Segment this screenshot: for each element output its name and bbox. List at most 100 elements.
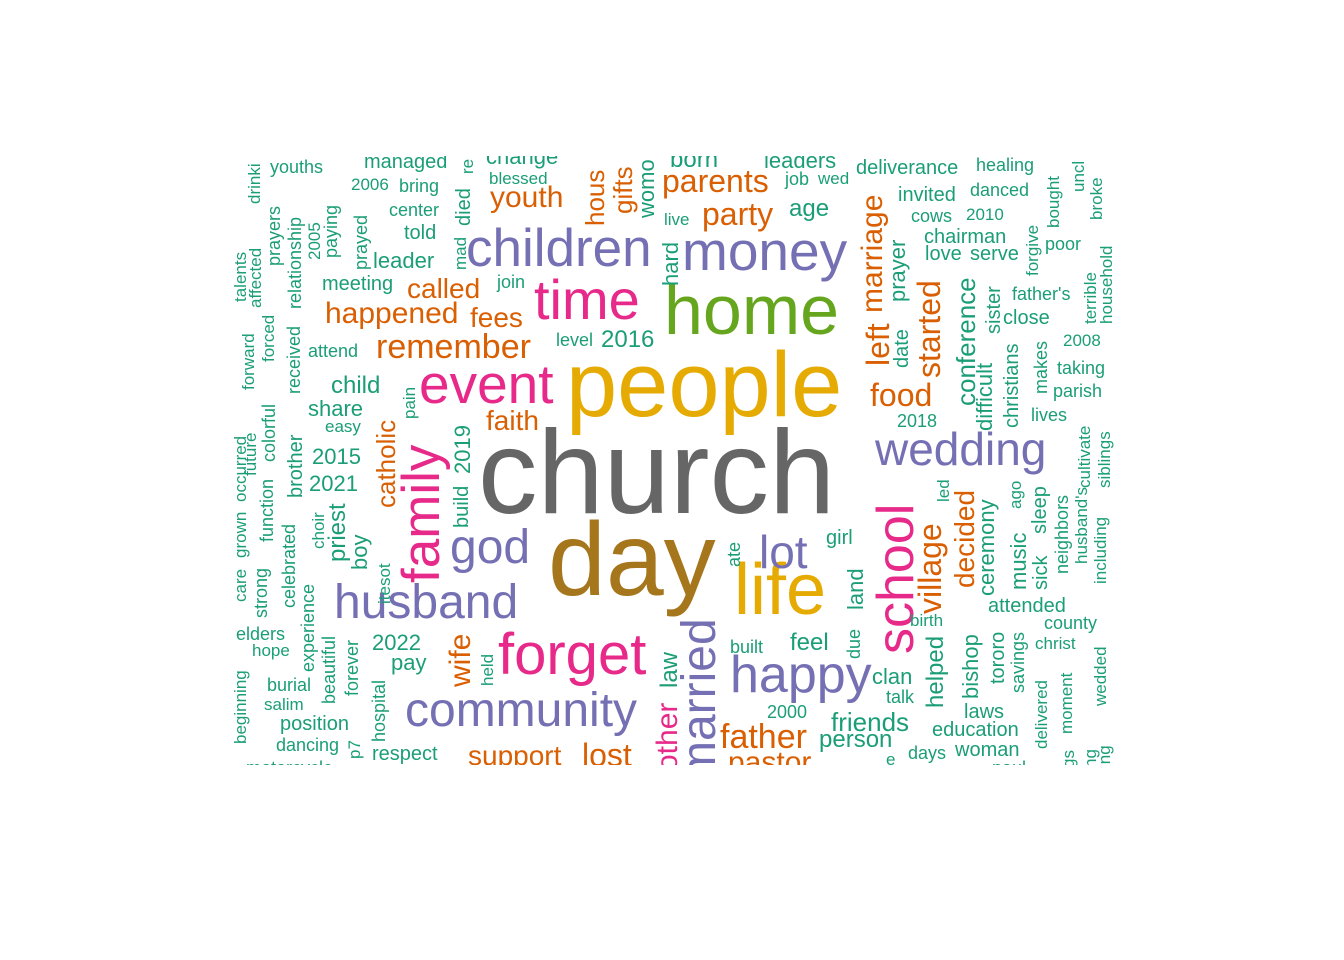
word-invited: invited [898,184,956,206]
word-remember: remember [376,328,531,366]
word-neighbors: neighbors [1052,494,1072,574]
word-village: village [912,523,948,614]
word-died: died [453,188,475,226]
word-lives: lives [1031,405,1068,425]
word-experience: experience [298,583,318,672]
word-grown: grown [231,511,250,558]
word-colorful: colorful [259,403,279,462]
word-broke: broke [1087,177,1106,220]
word-mother: mother [651,702,684,765]
word-born: born [670,156,719,173]
word-mad: mad [451,236,470,270]
word-re: re [458,158,477,174]
word-p7: p7 [345,740,364,759]
word-party: party [702,196,774,232]
word-wed: wed [818,169,850,188]
word-change: change [486,156,559,169]
word-left: left [860,323,896,366]
word-build: build [451,485,473,528]
word-support: support [468,740,562,766]
word-law: law [656,651,683,688]
word-home: home [664,271,840,349]
word-laws: laws [964,701,1005,723]
word-wife: wife [444,633,477,687]
word-moment: moment [1057,672,1076,734]
word-catholic: catholic [371,419,401,508]
word-lost: lost [582,737,632,765]
word-close: close [1003,307,1050,329]
word-cloud: church day people life home time childre… [230,156,1120,765]
word-wedding: wedding [875,423,1047,475]
word-celebrated: celebrated [279,523,299,608]
word-hospital: hospital [369,679,389,742]
word-2000: 2000 [767,702,808,722]
word-2019: 2019 [450,425,475,474]
word-savings: savings [1008,631,1028,693]
word-e: e [886,750,896,765]
word-ing: ing [1095,745,1114,765]
word-bishop: bishop [958,634,983,699]
word-strong: strong [251,567,271,618]
word-salim: salim [264,695,304,714]
word-told: told [404,222,437,244]
word-cultivate: cultivate [1075,425,1094,488]
word-dancing: dancing [276,735,340,755]
word-husband: husband [334,576,519,629]
word-girl: girl [826,527,853,549]
word-poor: poor [1045,234,1082,254]
word-day: day [548,502,716,618]
word-date: date [891,329,913,368]
word-live: live [664,210,690,229]
word-christians: christians [1001,343,1023,428]
word-leaders: leaders [764,156,837,173]
word-church: church [478,406,836,539]
word-feel: feel [790,629,829,656]
word-meeting: meeting [322,273,394,295]
word-family: family [392,444,451,583]
word-father-s: father's [1012,284,1071,304]
word-itesot: itesot [375,563,394,604]
word-occurred: occurred [231,435,250,502]
word-age: age [789,195,830,222]
word-2018: 2018 [897,411,938,431]
word-husband-s: husband's [1072,487,1091,564]
word-forward: forward [239,333,258,390]
word-paying: paying [321,204,341,258]
word-parents: parents [662,163,769,199]
word-healing: healing [976,156,1035,175]
word-pain: pain [400,386,419,419]
word-pastor: pastor [728,746,812,766]
word-brother: brother [285,434,307,498]
word-2015: 2015 [312,444,361,469]
word-marriage: marriage [856,194,889,313]
word-built: built [730,637,764,657]
word-people: people [566,334,843,436]
word-ceremony: ceremony [974,499,999,596]
word-taking: taking [1057,358,1106,378]
word-god: god [450,521,531,574]
word-time: time [534,268,640,331]
word-lot: lot [759,526,808,578]
word-terrible: terrible [1081,272,1100,324]
word-led: led [934,479,953,502]
word-attended: attended [988,595,1066,617]
word-elders: elders [236,624,286,644]
word-started: started [911,280,947,378]
word-choir: choir [309,512,328,549]
word-called: called [407,273,481,304]
word-paul: paul [992,759,1026,765]
word-job: job [785,169,810,189]
word-gs: gs [1059,750,1078,765]
word-2021: 2021 [309,471,358,496]
word-wedded: wedded [1091,646,1110,706]
word-serve: serve [970,243,1019,265]
word-blessed: blessed [489,169,548,188]
word-function: function [257,478,277,542]
word-event: event [419,353,554,415]
word-delivered: delivered [1032,680,1051,749]
word-center: center [389,200,440,220]
word-beautiful: beautiful [319,635,339,704]
word-position: position [280,713,349,735]
word-hope: hope [252,641,290,660]
word-child: child [331,372,381,399]
